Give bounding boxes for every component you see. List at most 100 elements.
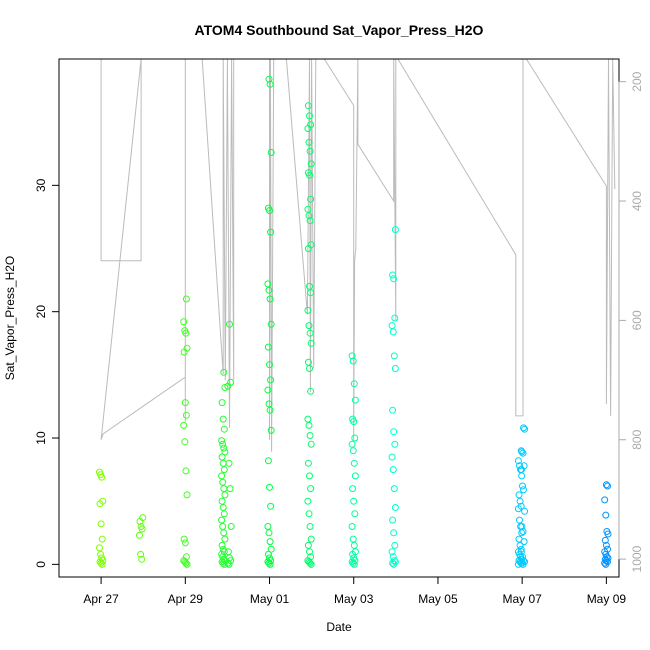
data-point xyxy=(220,466,228,474)
data-point xyxy=(521,425,529,433)
pressure-trace xyxy=(86,58,616,452)
data-point xyxy=(305,138,313,146)
data-point xyxy=(219,440,227,448)
data-point xyxy=(390,275,398,283)
data-point xyxy=(307,560,315,568)
chart-title: ATOM4 Southbound Sat_Vapor_Press_H2O xyxy=(195,22,484,38)
data-point xyxy=(97,550,105,558)
data-point xyxy=(602,541,610,549)
data-point xyxy=(602,560,610,568)
x-axis-label: Date xyxy=(326,620,352,634)
data-point xyxy=(390,428,398,436)
data-point xyxy=(304,102,312,110)
data-point xyxy=(265,529,273,537)
data-point xyxy=(227,523,235,530)
data-point xyxy=(218,472,226,480)
data-point xyxy=(218,516,226,524)
data-point xyxy=(220,510,228,518)
data-point xyxy=(266,361,273,369)
data-point xyxy=(389,559,397,567)
data-point xyxy=(307,289,315,297)
data-point xyxy=(226,485,234,493)
data-point xyxy=(516,497,524,505)
data-point xyxy=(137,550,145,558)
data-point xyxy=(306,432,314,439)
data-point xyxy=(349,550,357,558)
data-point xyxy=(602,481,610,489)
data-point xyxy=(180,535,188,543)
data-point xyxy=(306,472,313,480)
data-point xyxy=(265,75,273,83)
x-tick-label: May 01 xyxy=(250,592,290,606)
data-point xyxy=(183,560,191,568)
y-tick-label: 10 xyxy=(34,431,48,445)
data-point xyxy=(306,365,313,372)
x-tick-label: May 07 xyxy=(502,592,542,606)
data-point xyxy=(389,516,397,524)
data-point xyxy=(306,171,313,179)
x-tick-label: May 09 xyxy=(587,592,627,606)
data-point xyxy=(219,478,227,486)
x-tick-label: May 03 xyxy=(334,592,374,606)
data-point xyxy=(182,329,190,337)
right-tick-label: 800 xyxy=(630,429,644,449)
data-point xyxy=(97,559,105,567)
x-axis: Apr 27 Apr 29 May 01 May 03 May 05 May 07 May … xyxy=(83,576,627,606)
data-points xyxy=(96,75,612,568)
data-point xyxy=(304,306,312,314)
data-point xyxy=(266,560,274,568)
data-point xyxy=(138,525,146,533)
data-point xyxy=(96,500,104,508)
data-point xyxy=(350,560,358,568)
data-point xyxy=(266,207,273,215)
y-tick-label: 20 xyxy=(34,305,48,319)
right-tick-label: 1000 xyxy=(630,545,644,572)
data-point xyxy=(305,510,313,518)
data-point xyxy=(604,482,611,490)
data-point xyxy=(520,486,527,494)
data-point xyxy=(389,466,397,474)
data-point xyxy=(306,523,314,530)
y-axis-label: Sat_Vapor_Press_H2O xyxy=(3,256,17,381)
data-point xyxy=(220,425,228,433)
data-point xyxy=(136,531,143,539)
data-point xyxy=(601,496,609,504)
data-point xyxy=(218,453,226,461)
y-axis: 0 10 20 30 xyxy=(34,178,60,568)
data-point xyxy=(519,449,527,457)
data-point xyxy=(180,318,188,326)
data-point xyxy=(519,528,527,535)
data-point xyxy=(219,459,227,467)
x-tick-label: Apr 29 xyxy=(168,592,204,606)
data-point xyxy=(264,523,272,530)
x-tick-label: May 05 xyxy=(418,592,458,606)
data-point xyxy=(307,160,315,168)
data-point xyxy=(219,523,227,530)
data-point xyxy=(264,386,272,394)
data-point xyxy=(219,504,227,511)
data-point xyxy=(391,440,399,448)
data-point xyxy=(601,536,609,544)
data-point xyxy=(219,415,227,423)
data-point xyxy=(304,541,312,549)
data-point xyxy=(267,376,275,384)
data-point xyxy=(307,535,315,543)
data-point xyxy=(348,440,356,448)
data-point xyxy=(304,125,312,132)
data-point xyxy=(183,491,191,499)
data-point xyxy=(307,387,315,395)
plot-frame xyxy=(58,58,620,578)
data-point xyxy=(388,322,396,330)
data-point xyxy=(350,497,358,505)
data-point xyxy=(391,365,399,372)
data-point xyxy=(218,541,226,549)
data-point xyxy=(349,559,357,567)
data-point xyxy=(305,421,313,429)
data-point xyxy=(390,529,398,537)
data-point xyxy=(224,548,232,556)
y-tick-label: 30 xyxy=(34,178,48,192)
data-point xyxy=(264,550,272,558)
data-point xyxy=(307,339,315,347)
data-point xyxy=(98,560,106,568)
data-point xyxy=(390,560,398,568)
